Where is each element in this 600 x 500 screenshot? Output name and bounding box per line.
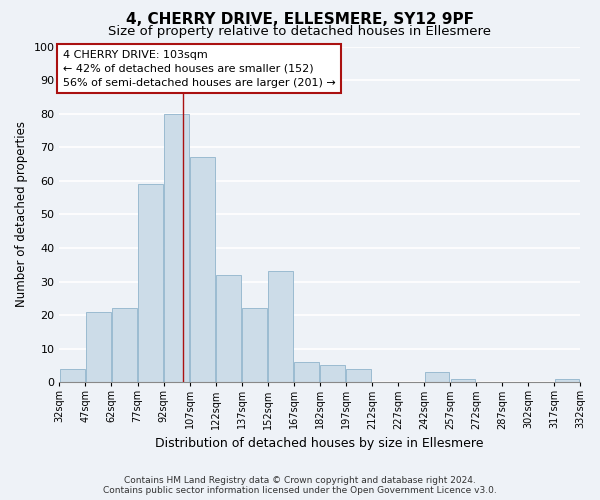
Bar	[60, 369, 85, 382]
Bar	[112, 308, 137, 382]
Bar	[138, 184, 163, 382]
Bar	[86, 312, 111, 382]
Bar	[242, 308, 267, 382]
Text: Contains HM Land Registry data © Crown copyright and database right 2024.: Contains HM Land Registry data © Crown c…	[124, 476, 476, 485]
Text: Contains public sector information licensed under the Open Government Licence v3: Contains public sector information licen…	[103, 486, 497, 495]
Y-axis label: Number of detached properties: Number of detached properties	[15, 122, 28, 308]
Bar	[164, 114, 189, 382]
Bar	[295, 362, 319, 382]
Bar	[425, 372, 449, 382]
Bar	[268, 272, 293, 382]
Bar	[190, 158, 215, 382]
Bar	[320, 366, 345, 382]
Text: Size of property relative to detached houses in Ellesmere: Size of property relative to detached ho…	[109, 25, 491, 38]
Text: 4, CHERRY DRIVE, ELLESMERE, SY12 9PF: 4, CHERRY DRIVE, ELLESMERE, SY12 9PF	[126, 12, 474, 28]
Bar	[346, 369, 371, 382]
Bar	[554, 379, 580, 382]
Bar	[451, 379, 475, 382]
Bar	[216, 275, 241, 382]
X-axis label: Distribution of detached houses by size in Ellesmere: Distribution of detached houses by size …	[155, 437, 484, 450]
Text: 4 CHERRY DRIVE: 103sqm
← 42% of detached houses are smaller (152)
56% of semi-de: 4 CHERRY DRIVE: 103sqm ← 42% of detached…	[63, 50, 335, 88]
